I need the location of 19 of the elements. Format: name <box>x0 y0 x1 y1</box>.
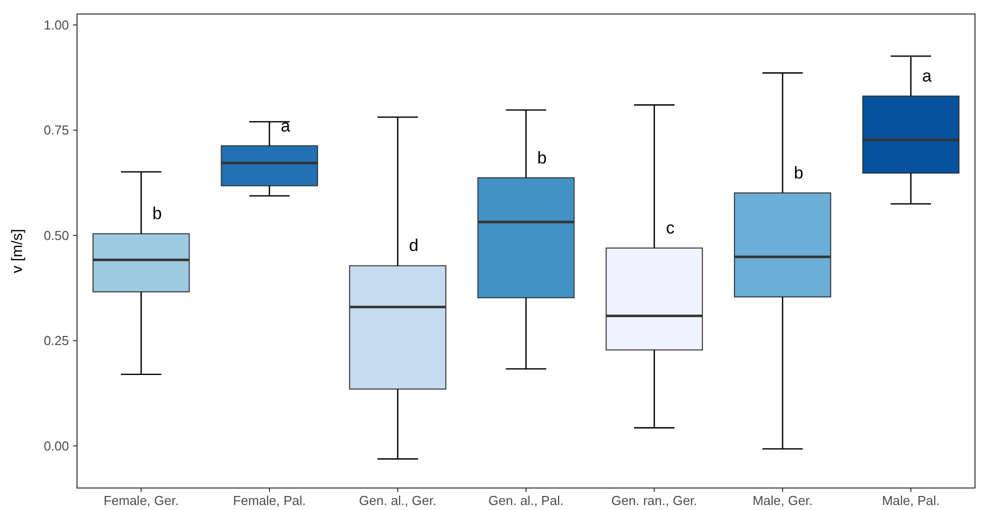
annotation: b <box>537 148 547 168</box>
x-tick-label: Gen. al., Pal. <box>488 493 564 508</box>
y-tick-label: 0.25 <box>44 333 69 348</box>
y-axis-title: v [m/s] <box>9 228 26 274</box>
x-tick-label: Male, Ger. <box>752 493 813 508</box>
annotation: b <box>794 163 804 182</box>
y-tick-label: 0.75 <box>44 122 69 138</box>
y-tick-label: 0.50 <box>44 228 69 243</box>
x-tick-label: Male, Pal. <box>882 493 940 508</box>
x-tick-label: Female, Pal. <box>232 493 306 508</box>
y-tick-label: 1.00 <box>44 17 69 32</box>
x-tick-label: Female, Ger. <box>104 493 179 508</box>
annotation: d <box>408 236 418 256</box>
x-tick-label: Gen. ran., Ger. <box>611 493 698 508</box>
annotation: b <box>152 204 162 224</box>
annotation: c <box>666 218 676 238</box>
annotation: a <box>922 66 932 86</box>
y-tick-label: 0.00 <box>44 438 69 454</box>
x-tick-label: Gen. al., Ger. <box>359 493 436 508</box>
